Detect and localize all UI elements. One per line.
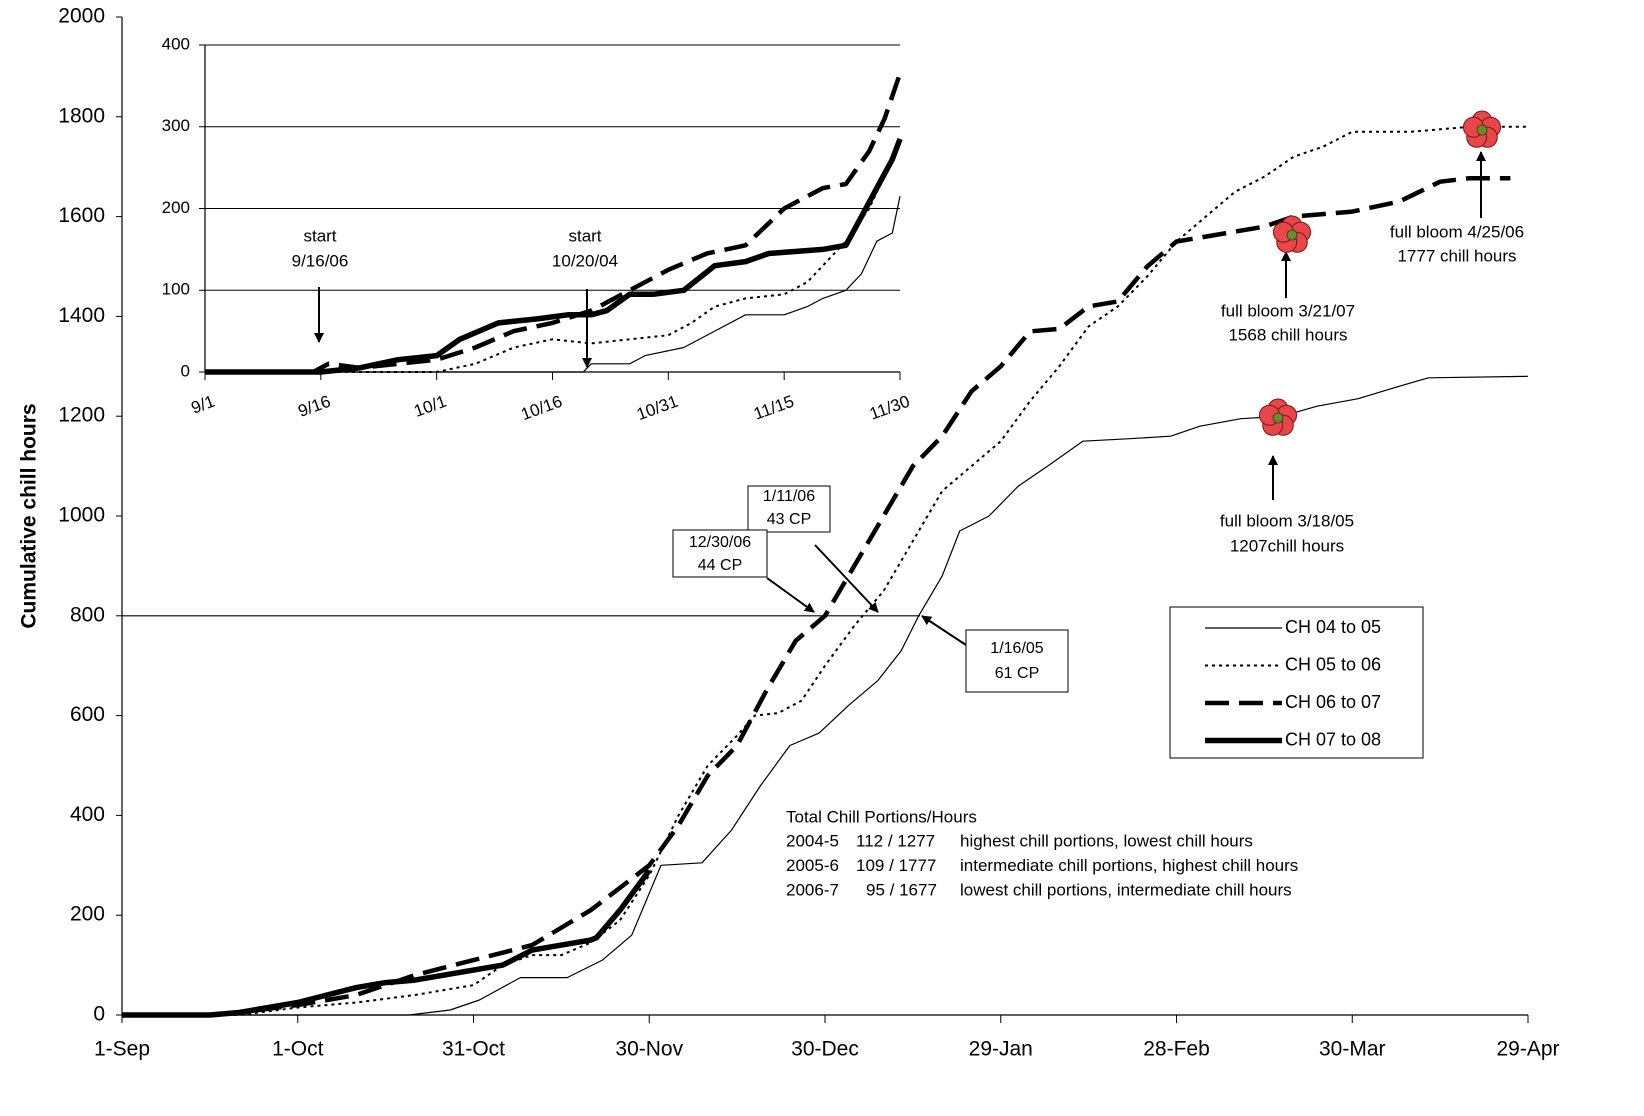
- y-tick-label: 1800: [58, 104, 105, 127]
- x-tick-label: 10/31: [634, 392, 680, 424]
- y-tick-label: 1200: [58, 404, 105, 427]
- y-tick-label: 400: [162, 34, 190, 53]
- y-tick-label: 200: [70, 903, 105, 926]
- y-tick-label: 200: [162, 198, 190, 217]
- flower-center: [1273, 413, 1283, 423]
- annotation-text: 1568 chill hours: [1228, 325, 1347, 344]
- y-tick-label: 1600: [58, 204, 105, 227]
- y-tick-label: 2000: [58, 5, 105, 28]
- x-tick-label: 29-Apr: [1496, 1038, 1559, 1061]
- x-tick-label: 9/16: [296, 392, 334, 421]
- y-tick-label: 400: [70, 803, 105, 826]
- annotation-text: start: [568, 226, 601, 245]
- y-tick-label: 1400: [58, 304, 105, 327]
- annotation-text: start: [303, 226, 336, 245]
- x-tick-label: 29-Jan: [969, 1038, 1033, 1061]
- flower-center: [1477, 125, 1487, 135]
- y-tick-label: 0: [93, 1003, 105, 1026]
- annotation-text: 9/16/06: [292, 251, 349, 270]
- annotation-text: 61 CP: [995, 665, 1039, 682]
- annotation-text: 1/16/05: [990, 640, 1043, 657]
- summary-cell: lowest chill portions, intermediate chil…: [960, 880, 1292, 899]
- x-tick-label: 28-Feb: [1143, 1038, 1210, 1061]
- annotation-text: 1207chill hours: [1230, 536, 1344, 555]
- x-tick-label: 11/30: [867, 392, 912, 424]
- annotation-text: 43 CP: [767, 511, 811, 528]
- summary-cell: 112 / 1277: [856, 831, 935, 850]
- annotation-text: full bloom 3/21/07: [1221, 301, 1355, 320]
- legend-label: CH 05 to 06: [1285, 654, 1381, 674]
- summary-cell: 109 / 1777: [856, 856, 936, 875]
- x-tick-label: 9/1: [189, 392, 218, 418]
- x-tick-label: 1-Oct: [272, 1038, 324, 1061]
- annotation-text: 1/11/06: [763, 488, 815, 505]
- series-line: [205, 196, 900, 372]
- flower-icon: [1463, 111, 1500, 147]
- annotation-text: 1777 chill hours: [1397, 246, 1516, 265]
- x-tick-label: 30-Dec: [791, 1038, 859, 1061]
- flower-center: [1287, 230, 1297, 240]
- summary-cell: 2004-5: [786, 831, 839, 850]
- summary-cell: 2005-6: [786, 856, 839, 875]
- series-line: [122, 870, 649, 1015]
- x-tick-label: 11/15: [751, 392, 796, 424]
- annotation-text: 10/20/04: [552, 251, 618, 270]
- summary-cell: highest chill portions, lowest chill hou…: [960, 831, 1253, 850]
- y-tick-label: 600: [70, 703, 105, 726]
- y-tick-label: 300: [162, 116, 190, 135]
- arrow: [767, 578, 814, 612]
- annotation-text: full bloom 3/18/05: [1220, 511, 1354, 530]
- y-tick-label: 0: [181, 361, 190, 380]
- legend-label: CH 06 to 07: [1285, 692, 1381, 712]
- chart: Cumulative chill hours 02004006008001000…: [0, 0, 1644, 1116]
- x-tick-label: 10/16: [518, 392, 564, 424]
- summary-cell: 2006-7: [786, 880, 839, 899]
- y-tick-label: 800: [70, 603, 105, 626]
- x-tick-label: 30-Mar: [1319, 1038, 1386, 1061]
- y-tick-label: 100: [162, 280, 190, 299]
- summary-title: Total Chill Portions/Hours: [786, 807, 977, 826]
- summary-cell: 95 / 1677: [866, 880, 937, 899]
- series-line: [205, 74, 900, 372]
- x-tick-label: 30-Nov: [615, 1038, 683, 1061]
- legend-label: CH 07 to 08: [1285, 729, 1381, 749]
- x-tick-label: 1-Sep: [94, 1038, 150, 1061]
- x-tick-label: 10/1: [411, 392, 449, 421]
- annotation-text: 12/30/06: [689, 534, 751, 551]
- summary-cell: intermediate chill portions, highest chi…: [960, 856, 1298, 875]
- x-tick-label: 31-Oct: [442, 1038, 505, 1061]
- annotation-text: full bloom 4/25/06: [1390, 222, 1524, 241]
- arrow: [922, 616, 966, 645]
- y-tick-label: 1000: [58, 504, 105, 527]
- arrow: [815, 545, 878, 612]
- y-axis-label: Cumulative chill hours: [18, 403, 41, 628]
- flower-icon: [1259, 399, 1296, 435]
- legend-label: CH 04 to 05: [1285, 617, 1381, 637]
- annotation-text: 44 CP: [698, 557, 742, 574]
